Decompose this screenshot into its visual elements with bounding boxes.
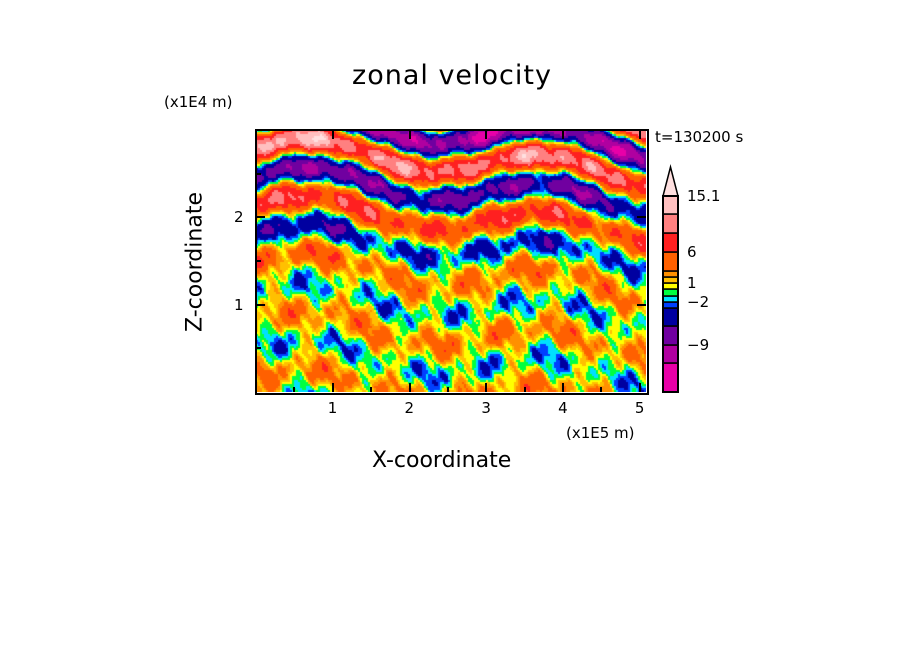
y-minor-tick (256, 172, 261, 175)
x-minor-tick (446, 387, 449, 392)
colorbar-label: 6 (687, 243, 697, 261)
y-tick (256, 216, 265, 219)
x-tick-top (408, 130, 411, 139)
colorbar-label: 1 (687, 274, 697, 292)
y-minor-tick (256, 260, 261, 262)
y-tick-label: 1 (234, 295, 244, 314)
colorbar-segment (662, 295, 679, 303)
x-tick (562, 383, 565, 392)
colorbar-segment (662, 195, 679, 215)
y-minor-tick (256, 347, 261, 350)
x-minor-tick (523, 387, 526, 392)
x-tick (408, 383, 411, 392)
colorbar-over-triangle (662, 164, 679, 197)
colorbar-segment (662, 288, 679, 297)
x-tick-label: 1 (327, 399, 338, 417)
y-tick-right (637, 303, 646, 306)
colorbar-label: −9 (687, 336, 709, 354)
colorbar-segment (662, 325, 679, 346)
colorbar-segment (662, 344, 679, 364)
colorbar-segment (662, 362, 679, 393)
x-unit-label: (x1E5 m) (566, 424, 635, 442)
x-tick (485, 383, 488, 392)
plot-area (256, 130, 646, 392)
x-tick-label: 4 (558, 399, 568, 417)
y-tick (256, 303, 265, 306)
x-tick (638, 383, 641, 392)
x-minor-tick (600, 387, 603, 392)
colorbar-segment (662, 301, 679, 309)
colorbar-segment (662, 232, 679, 253)
colorbar-segment (662, 251, 679, 272)
colorbar-segment (662, 307, 679, 327)
x-tick-label: 5 (634, 399, 645, 417)
velocity-contour-field (256, 130, 646, 392)
colorbar-label: 15.1 (687, 187, 720, 205)
y-unit-label: (x1E4 m) (164, 93, 233, 111)
x-minor-tick (293, 387, 296, 392)
x-tick-label: 3 (481, 399, 491, 417)
x-tick-top (485, 130, 488, 139)
colorbar-label: −2 (687, 293, 709, 311)
chart-title: zonal velocity (352, 60, 552, 91)
colorbar-segment (662, 282, 679, 290)
x-tick-top (638, 130, 641, 139)
x-tick-top (331, 130, 334, 139)
y-tick-right (637, 216, 646, 219)
x-minor-tick (370, 387, 373, 392)
x-tick (331, 383, 334, 392)
y-tick-label: 2 (234, 208, 244, 227)
x-axis-label: X-coordinate (372, 448, 512, 473)
x-tick-top (562, 130, 565, 139)
x-tick-label: 2 (404, 399, 415, 417)
colorbar-segment (662, 276, 679, 284)
time-annotation: t=130200 s (655, 128, 744, 146)
colorbar-segment (662, 213, 679, 234)
colorbar-segment (662, 270, 679, 278)
colorbar-frame (662, 195, 679, 393)
